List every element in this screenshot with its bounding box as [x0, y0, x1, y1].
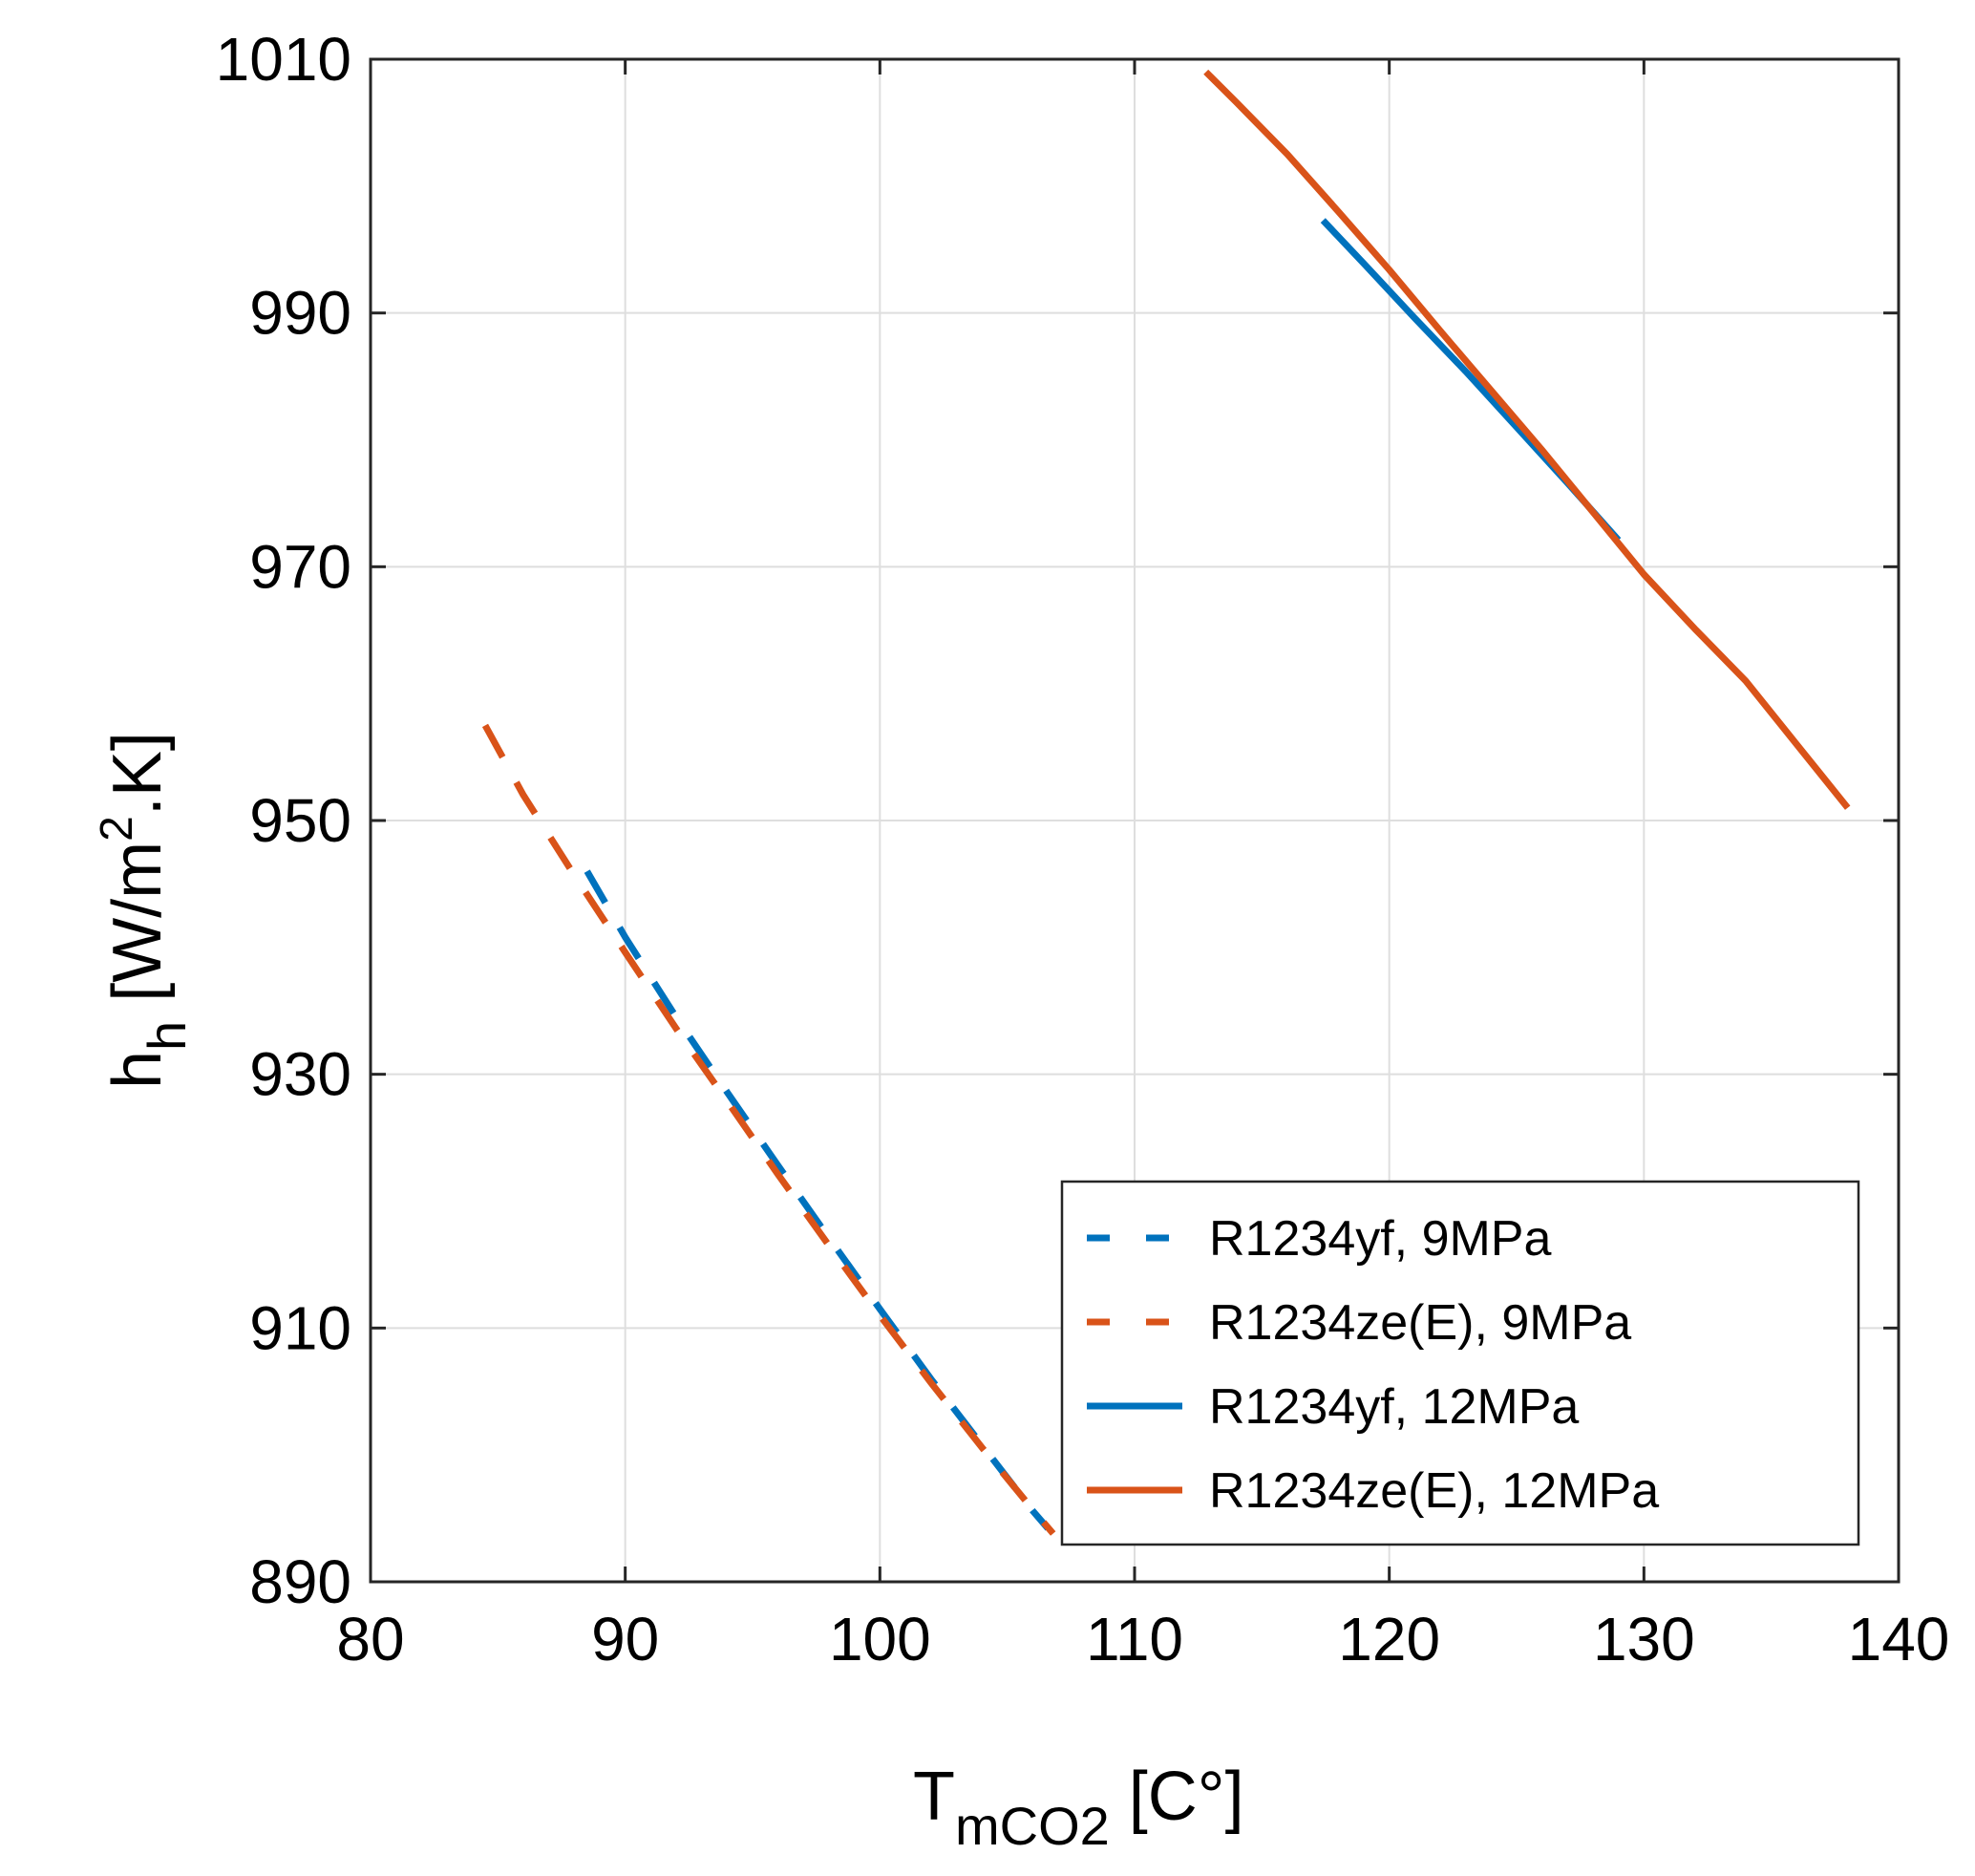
y-tick-label: 970 — [249, 532, 351, 601]
y-tick-label: 890 — [249, 1547, 351, 1616]
y-axis-label-pre: [W/m — [99, 842, 176, 1021]
legend-items: R1234yf, 9MPa R1234ze(E), 9MPa R1234yf, 12… — [1087, 1211, 1659, 1519]
x-tick-label: 90 — [591, 1605, 659, 1673]
y-tick-label: 1010 — [216, 25, 351, 94]
y-axis-label: hh [W/m2.K] — [92, 732, 197, 1089]
x-tick-label: 80 — [336, 1605, 404, 1673]
legend-box — [1060, 1180, 1860, 1546]
legend-label-0: R1234yf, 9MPa — [1209, 1211, 1551, 1267]
x-axis-label: TmCO2 [C°] — [913, 1759, 1244, 1856]
x-axis-label-sub: mCO2 — [955, 1796, 1110, 1856]
legend-label-1: R1234ze(E), 9MPa — [1209, 1295, 1631, 1351]
x-axis-label-unit: [C°] — [1110, 1759, 1244, 1835]
y-axis-label-main: h — [99, 1051, 176, 1089]
y-tick-label: 990 — [249, 279, 351, 348]
y-tick-label: 930 — [249, 1040, 351, 1109]
x-tick-label: 100 — [829, 1605, 931, 1673]
series-line-3 — [1203, 69, 1851, 810]
legend-label-3: R1234ze(E), 12MPa — [1209, 1463, 1659, 1519]
y-axis-label-post: .K] — [99, 732, 176, 816]
y-tick-label: 910 — [249, 1293, 351, 1362]
x-tick-label: 120 — [1338, 1605, 1440, 1673]
legend: R1234yf, 9MPa R1234ze(E), 9MPa R1234yf, 12… — [1060, 1180, 1860, 1546]
y-axis-label-sup: 2 — [92, 816, 142, 842]
x-axis-label-main: T — [913, 1759, 955, 1835]
x-tick-label: 110 — [1086, 1605, 1183, 1673]
series-line-1 — [481, 723, 1056, 1536]
ticks: 80 90 100 110 120 130 140 890 910 930 950 970 990 101… — [216, 25, 1950, 1673]
legend-label-2: R1234yf, 12MPa — [1209, 1379, 1579, 1435]
y-axis-label-sub: h — [137, 1021, 197, 1051]
series-line-0 — [584, 869, 1051, 1531]
x-tick-label: 140 — [1848, 1605, 1950, 1673]
y-tick-label: 950 — [249, 786, 351, 855]
series-layer — [481, 69, 1851, 1536]
x-tick-label: 130 — [1593, 1605, 1695, 1673]
